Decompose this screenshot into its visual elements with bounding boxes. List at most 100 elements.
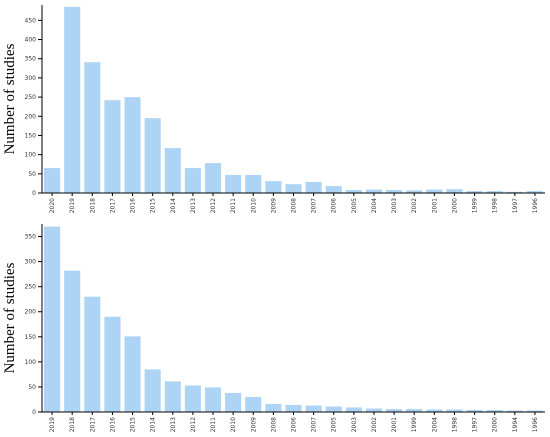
- bar: [265, 181, 282, 193]
- bar: [406, 408, 423, 412]
- x-tick-label: 1996: [532, 198, 539, 213]
- x-tick-label: 2004: [371, 198, 378, 213]
- x-tick-label: 1996: [532, 417, 539, 432]
- x-tick-label: 2001: [431, 198, 438, 213]
- bar: [164, 148, 181, 193]
- y-tick-label: 350: [25, 234, 37, 241]
- bar: [164, 381, 181, 412]
- x-tick-label: 2008: [270, 417, 277, 432]
- y-tick-label: 150: [25, 132, 37, 139]
- x-tick-label: 2010: [250, 198, 257, 213]
- x-tick-label: 2005: [351, 198, 358, 213]
- y-tick-label: 450: [25, 17, 37, 24]
- x-tick-label: 1998: [451, 417, 458, 432]
- x-tick-label: 2009: [250, 417, 257, 432]
- x-tick-label: 2016: [109, 417, 116, 432]
- x-tick-label: 2019: [49, 417, 56, 432]
- y-axis-label: Number of studies: [2, 262, 18, 373]
- y-tick-label: 150: [25, 334, 37, 341]
- x-tick-label: 2012: [210, 198, 217, 213]
- y-tick-label: 400: [25, 37, 37, 44]
- bar: [84, 62, 101, 194]
- x-tick-label: 2002: [371, 417, 378, 432]
- y-tick-label: 100: [25, 152, 37, 159]
- bar: [486, 409, 503, 412]
- x-tick-label: 1994: [512, 417, 519, 432]
- x-tick-label: 2018: [89, 198, 96, 213]
- bar: [406, 190, 423, 193]
- y-tick-label: 0: [32, 190, 36, 197]
- bar: [386, 189, 403, 193]
- x-tick-label: 2014: [150, 417, 157, 432]
- x-tick-label: 1999: [411, 417, 418, 432]
- bar: [225, 174, 242, 193]
- bar: [144, 118, 161, 193]
- bar: [506, 191, 523, 193]
- x-tick-label: 2011: [210, 417, 217, 432]
- x-tick-label: 1999: [472, 198, 479, 213]
- x-tick-label: 2018: [69, 417, 76, 432]
- bar: [486, 191, 503, 193]
- bar: [184, 168, 201, 193]
- x-tick-label: 2019: [69, 198, 76, 213]
- x-tick-label: 2000: [492, 417, 499, 432]
- x-tick-label: 2000: [451, 198, 458, 213]
- bar: [466, 409, 483, 412]
- bar: [204, 163, 222, 193]
- bar: [104, 316, 121, 412]
- bar: [84, 296, 101, 412]
- y-axis-label: Number of studies: [2, 43, 18, 154]
- bar: [64, 270, 81, 412]
- x-tick-label: 2003: [391, 198, 398, 213]
- bar: [184, 385, 201, 412]
- y-tick-label: 300: [25, 75, 37, 82]
- y-tick-label: 250: [25, 94, 37, 101]
- x-tick-label: 2001: [391, 417, 398, 432]
- bar: [365, 189, 383, 193]
- x-tick-label: 2017: [109, 198, 116, 213]
- bar: [245, 174, 262, 193]
- x-tick-label: 2008: [291, 198, 298, 213]
- x-tick-label: 2012: [190, 417, 197, 432]
- bar: [204, 387, 222, 412]
- bar: [426, 189, 443, 193]
- x-tick-label: 2005: [331, 417, 338, 432]
- bar: [44, 226, 61, 412]
- bar: [365, 408, 383, 412]
- y-tick-label: 100: [25, 359, 37, 366]
- x-tick-label: 2007: [311, 198, 318, 213]
- bar: [466, 191, 483, 193]
- bar: [265, 403, 282, 412]
- x-tick-label: 2015: [150, 198, 157, 213]
- x-tick-label: 2013: [190, 198, 197, 213]
- bar: [526, 410, 543, 412]
- x-tick-label: 2015: [130, 417, 137, 432]
- x-tick-label: 2010: [230, 417, 237, 432]
- bar: [325, 186, 342, 193]
- x-tick-label: 2016: [130, 198, 137, 213]
- x-tick-label: 1998: [492, 198, 499, 213]
- bar: [426, 409, 443, 412]
- x-tick-label: 2004: [431, 417, 438, 432]
- x-tick-label: 2006: [291, 417, 298, 432]
- y-tick-label: 0: [32, 409, 36, 416]
- bar: [526, 191, 543, 193]
- x-tick-label: 2003: [351, 417, 358, 432]
- bar: [446, 409, 463, 412]
- x-tick-label: 2007: [311, 417, 318, 432]
- y-tick-label: 350: [25, 56, 37, 63]
- y-tick-label: 300: [25, 259, 37, 266]
- x-tick-label: 2014: [170, 198, 177, 213]
- x-tick-label: 1997: [472, 417, 479, 432]
- x-tick-label: 2002: [411, 198, 418, 213]
- bar: [305, 405, 322, 412]
- bar: [144, 369, 161, 412]
- bar: [325, 406, 342, 412]
- bar: [345, 189, 362, 193]
- bar: [506, 410, 523, 412]
- bar: [225, 392, 242, 412]
- y-tick-label: 50: [28, 171, 36, 178]
- bar: [124, 336, 141, 412]
- y-tick-label: 200: [25, 309, 37, 316]
